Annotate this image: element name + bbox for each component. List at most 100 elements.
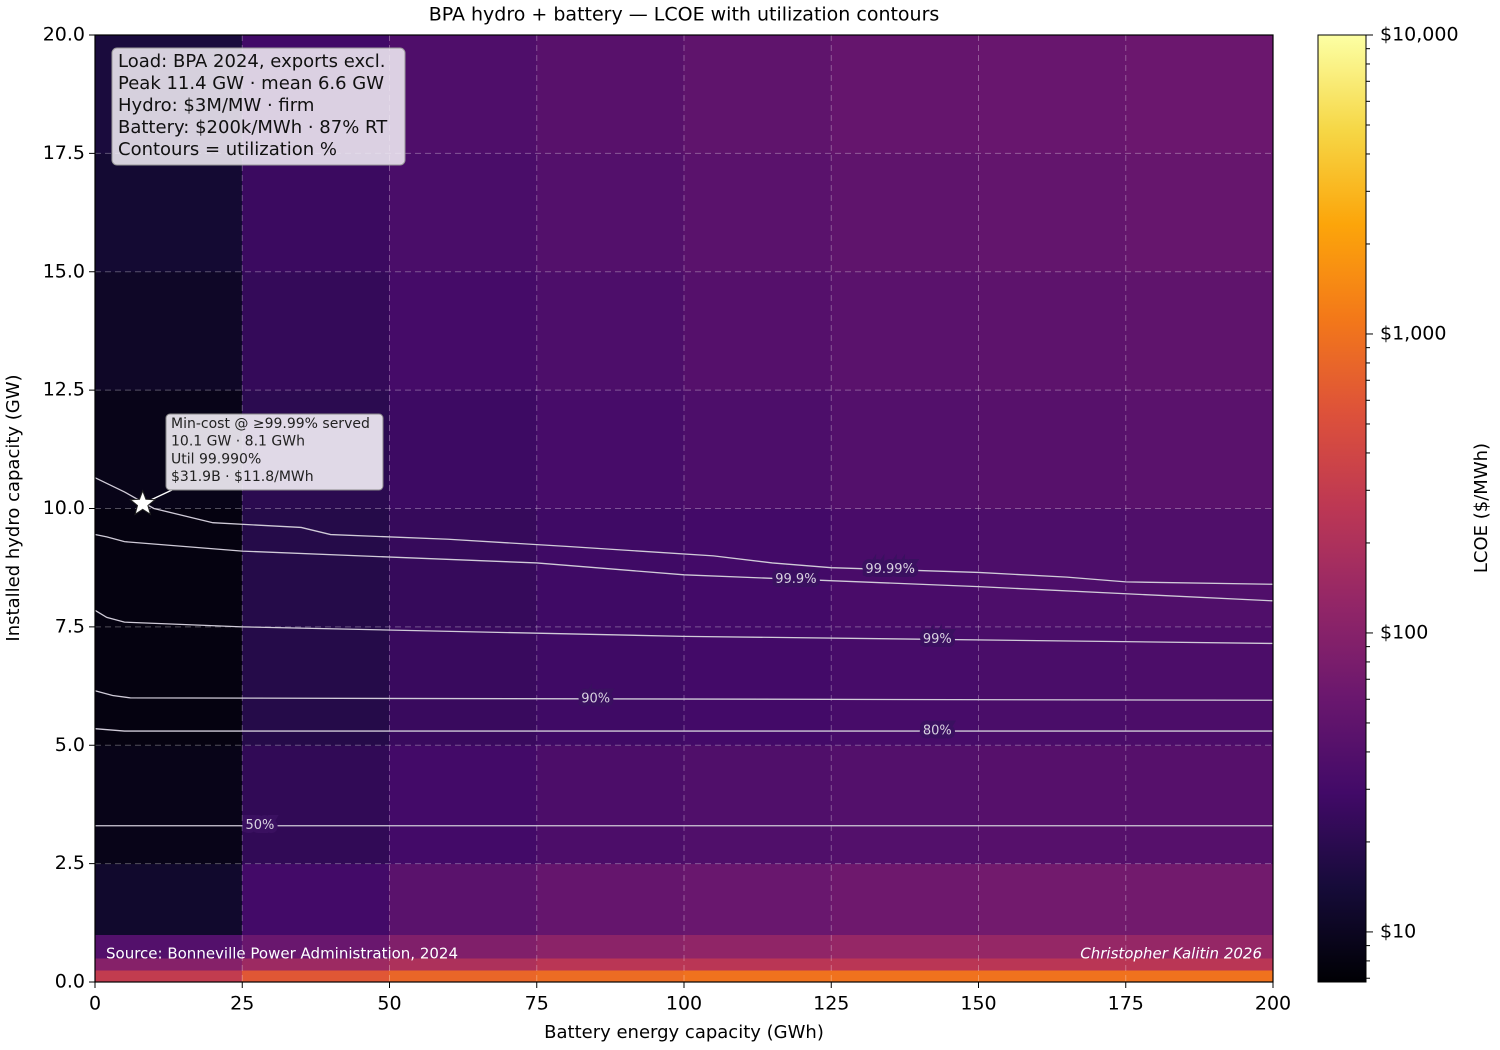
heatmap-cell xyxy=(830,744,979,864)
x-tick-label: 50 xyxy=(377,993,401,1015)
heatmap-cell xyxy=(94,626,243,746)
heatmap-cell xyxy=(94,863,243,935)
heatmap-cell xyxy=(978,508,1127,628)
heatmap-cell xyxy=(536,626,685,746)
heatmap-cell xyxy=(683,34,832,154)
contour-label: 90% xyxy=(581,691,610,706)
heatmap-cell xyxy=(389,508,538,628)
heatmap-cell xyxy=(830,271,979,391)
heatmap-cell xyxy=(536,969,685,983)
heatmap-cell xyxy=(1125,744,1274,864)
heatmap-cell xyxy=(1125,389,1274,509)
heatmap-cell xyxy=(241,153,390,273)
info-text: Load: BPA 2024, exports excl. xyxy=(118,51,385,72)
heatmap-cell xyxy=(536,958,685,971)
heatmap-cell xyxy=(241,508,390,628)
heatmap-cell xyxy=(389,34,538,154)
heatmap-cell xyxy=(683,153,832,273)
y-tick-label: 2.5 xyxy=(55,852,85,874)
chart-title: BPA hydro + battery — LCOE with utilizat… xyxy=(429,4,940,26)
heatmap-cell xyxy=(1125,863,1274,935)
heatmap-cell xyxy=(94,969,243,983)
contour-label: 99% xyxy=(923,632,952,647)
heatmap-cell xyxy=(830,969,979,983)
heatmap-cell xyxy=(683,969,832,983)
heatmap-cell xyxy=(241,626,390,746)
heatmap-cell xyxy=(830,934,979,959)
contour-line xyxy=(94,477,1274,585)
heatmap-cell xyxy=(683,958,832,971)
heatmap-cell xyxy=(94,508,243,628)
heatmap-cell xyxy=(241,271,390,391)
info-text: Hydro: $3M/MW · firm xyxy=(118,95,314,116)
heatmap-cell xyxy=(1125,508,1274,628)
heatmap-cell xyxy=(683,389,832,509)
heatmap-cell xyxy=(978,389,1127,509)
contour-line xyxy=(94,533,1274,602)
y-tick-label: 12.5 xyxy=(43,379,85,401)
heatmap-cell xyxy=(389,626,538,746)
heatmap-cell xyxy=(683,744,832,864)
heatmap-cell xyxy=(1125,626,1274,746)
contour-line xyxy=(94,690,1274,701)
info-text: Battery: $200k/MWh · 87% RT xyxy=(118,117,388,138)
x-tick-label: 125 xyxy=(813,993,849,1015)
heatmap-cell xyxy=(683,271,832,391)
heatmap-cell xyxy=(389,969,538,983)
contour-label: 99.99% xyxy=(865,562,915,577)
info-box xyxy=(111,47,406,166)
x-tick-label: 200 xyxy=(1255,993,1291,1015)
heatmap-cell xyxy=(830,34,979,154)
heatmap-cell xyxy=(94,271,243,391)
heatmap-cell xyxy=(1125,271,1274,391)
heatmap-cell xyxy=(389,389,538,509)
annotation-text: Min-cost @ ≥99.99% served xyxy=(171,416,370,432)
heatmap-cell xyxy=(1125,34,1274,154)
colorbar-tick-label: $1,000 xyxy=(1380,322,1446,344)
info-text: Peak 11.4 GW · mean 6.6 GW xyxy=(118,73,384,94)
colorbar-tick-label: $10 xyxy=(1380,920,1416,942)
heatmap-cell xyxy=(978,863,1127,935)
heatmap-cell xyxy=(683,863,832,935)
x-tick-label: 150 xyxy=(960,993,996,1015)
y-tick-label: 17.5 xyxy=(43,142,85,164)
annotation-text: $31.9B · $11.8/MWh xyxy=(171,469,314,485)
annotation-box xyxy=(165,413,384,491)
annotation-text: Util 99.990% xyxy=(171,451,261,467)
y-tick-label: 20.0 xyxy=(43,24,85,46)
x-tick-label: 75 xyxy=(525,993,549,1015)
x-tick-label: 0 xyxy=(89,993,101,1015)
x-tick-label: 25 xyxy=(230,993,254,1015)
contour-line xyxy=(94,728,1273,732)
heatmap-cell xyxy=(241,744,390,864)
heatmap-cell xyxy=(830,863,979,935)
heatmap-cell xyxy=(978,744,1127,864)
heatmap-cell xyxy=(1125,153,1274,273)
heatmap-cell xyxy=(536,934,685,959)
heatmap-cell xyxy=(389,863,538,935)
heatmap-cell xyxy=(536,34,685,154)
annotation-text: 10.1 GW · 8.1 GWh xyxy=(171,434,305,450)
heatmap-cell xyxy=(536,271,685,391)
colorbar xyxy=(1317,34,1367,983)
contour-label: 80% xyxy=(923,724,952,739)
y-tick-label: 5.0 xyxy=(55,734,85,756)
y-tick-label: 15.0 xyxy=(43,260,85,282)
heatmap-cell xyxy=(536,744,685,864)
colorbar-tick-label: $100 xyxy=(1380,621,1428,643)
heatmap-cell xyxy=(978,34,1127,154)
heatmap-cell xyxy=(241,969,390,983)
heatmap-cell xyxy=(683,626,832,746)
heatmap-cell xyxy=(94,744,243,864)
heatmap-cell xyxy=(683,508,832,628)
heatmap-cell xyxy=(1125,969,1274,983)
heatmap-cell xyxy=(241,863,390,935)
heatmap-cell xyxy=(830,626,979,746)
credit-text: Christopher Kalitin 2026 xyxy=(1080,945,1262,963)
heatmap-cell xyxy=(389,153,538,273)
y-axis-label: Installed hydro capacity (GW) xyxy=(3,374,24,641)
heatmap-cell xyxy=(830,508,979,628)
x-tick-label: 175 xyxy=(1108,993,1144,1015)
optimum-marker xyxy=(128,489,157,516)
